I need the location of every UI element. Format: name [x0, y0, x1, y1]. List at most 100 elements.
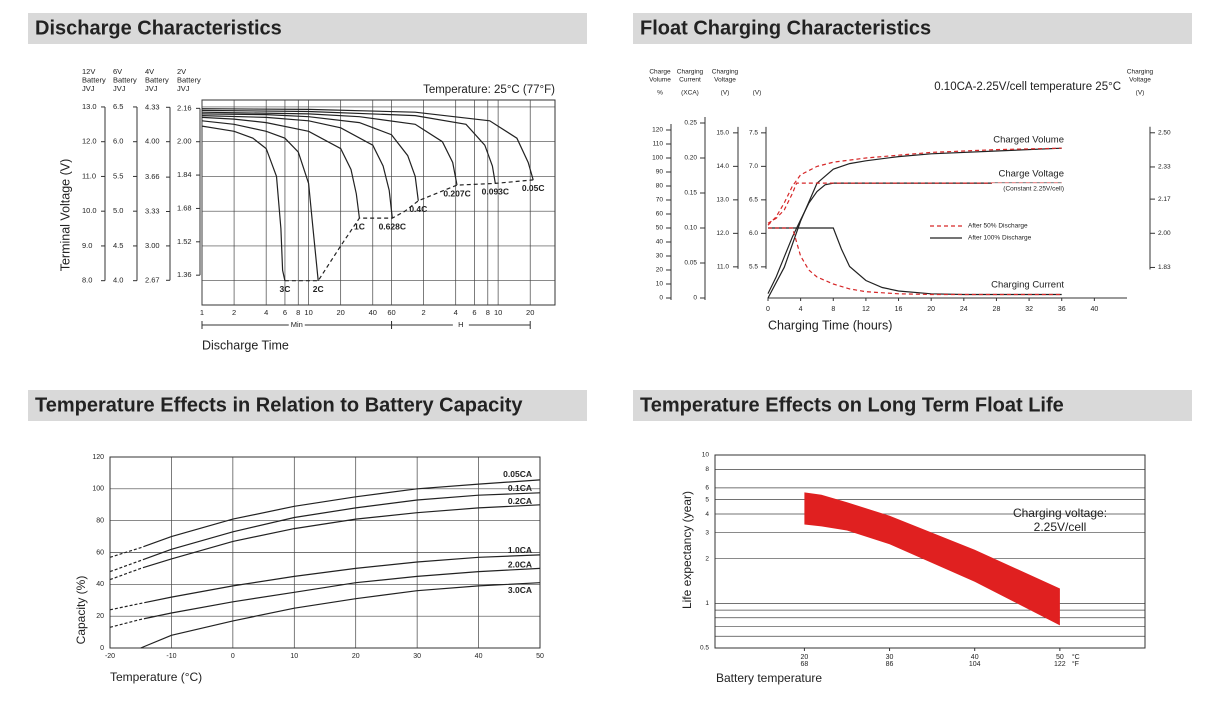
y-tick-label: 0.15 — [684, 190, 697, 197]
discharge-curve — [201, 125, 286, 281]
curve-label: Charged Volume — [993, 135, 1064, 146]
x-axis-title: Temperature (°C) — [110, 670, 202, 684]
y-axis-title: Life expectancy (year) — [680, 491, 694, 609]
x-tick-label: 16 — [895, 306, 903, 313]
x-tick-label: 28 — [993, 306, 1001, 313]
y-axis-header: JVJ — [177, 84, 190, 93]
x-tick-label: 2 — [422, 308, 426, 317]
y-tick-label: 1.84 — [177, 170, 192, 179]
y-tick-label: 3.33 — [145, 206, 160, 215]
x-tick-label: 20 — [801, 654, 809, 661]
y-axis-header: 4V — [145, 67, 154, 76]
x-tick-label: 4 — [799, 306, 803, 313]
y-tick-label: 20 — [96, 613, 104, 620]
curve-label: 1C — [354, 221, 365, 231]
discharge-curve — [201, 108, 534, 181]
section-title: Discharge Characteristics — [35, 17, 282, 39]
annotation: 0.10CA-2.25V/cell temperature 25°C — [934, 81, 1121, 93]
x-tick-label: 40 — [1090, 306, 1098, 313]
legend-label: After 50% Discharge — [968, 223, 1028, 230]
x-tick-label: 10 — [290, 653, 298, 660]
curve-label: 2C — [313, 284, 324, 294]
y-tick-label: 0.05 — [684, 260, 697, 267]
y-axis-header: Volume — [649, 77, 671, 84]
y-tick-label: 120 — [92, 454, 104, 461]
y-tick-label: 110 — [653, 141, 664, 148]
y-tick-label: 60 — [656, 211, 664, 218]
y-axis-header: % — [657, 90, 663, 97]
y-tick-label: 1.52 — [177, 237, 192, 246]
y-tick-label: 40 — [96, 581, 104, 588]
x-tick-label: 40 — [475, 653, 483, 660]
y-tick-label: 12.0 — [716, 230, 729, 237]
y-tick-label: 50 — [656, 225, 664, 232]
plot-frame — [714, 454, 1146, 649]
discharge-curve — [284, 179, 534, 282]
y-axis-title: Terminal Voltage (V) — [58, 159, 72, 272]
y-tick-label: 15.0 — [716, 130, 729, 137]
y-tick-label: 2.33 — [1158, 164, 1171, 171]
curve-label-bg — [992, 183, 1064, 195]
y-tick-label: 2.16 — [177, 103, 192, 112]
capacity-curve — [109, 492, 541, 573]
x-tick-label: 20 — [927, 306, 935, 313]
y-axis-header: Voltage — [714, 77, 736, 84]
x-tick-label: 40 — [971, 654, 979, 661]
y-tick-label: 2.00 — [1158, 230, 1171, 237]
curve-label: 0.207C — [443, 188, 470, 198]
y-axis-header: JVJ — [145, 84, 158, 93]
discharge-curve — [201, 120, 319, 281]
y-axis-header: Voltage — [1129, 77, 1151, 84]
y-axis-header: 12V — [82, 67, 95, 76]
y-tick-label: 40 — [656, 239, 664, 246]
y-tick-label: 14.0 — [716, 163, 729, 170]
y-axis-header: Charge — [649, 69, 671, 76]
y-tick-label: 100 — [652, 155, 663, 162]
y-tick-label: 12.0 — [82, 137, 97, 146]
curve-label: 0.1CA — [508, 483, 532, 493]
unit-label-bg — [452, 320, 469, 330]
y-tick-label: 2.17 — [1158, 196, 1171, 203]
curve-label: Charge Voltage — [999, 169, 1065, 180]
curve-label: 0.05C — [522, 183, 545, 193]
x-axis-title: Discharge Time — [202, 338, 289, 352]
life-band — [804, 492, 1060, 626]
charge-curve — [767, 182, 1062, 294]
y-tick-label: 11.0 — [82, 171, 96, 180]
y-tick-label: 10.0 — [82, 206, 97, 215]
y-tick-label: 6.0 — [113, 137, 123, 146]
y-axis-header: 2V — [177, 67, 186, 76]
y-tick-label: 70 — [656, 197, 664, 204]
charge-curve — [767, 147, 1062, 226]
x-tick-label-alt: 68 — [801, 661, 809, 668]
x-tick-label-alt: 86 — [886, 661, 894, 668]
x-tick-label-alt: 122 — [1054, 661, 1066, 668]
discharge-curve — [201, 109, 496, 184]
section-header-bar — [633, 13, 1192, 44]
y-axis-header: Battery — [82, 75, 106, 84]
y-tick-label: 0 — [100, 645, 104, 652]
curve-label-bg — [992, 279, 1064, 291]
section-header-bar — [28, 390, 587, 421]
annotation: Charging voltage: — [1013, 506, 1107, 520]
y-tick-label: 5.0 — [113, 206, 123, 215]
y-tick-label: 3 — [705, 529, 709, 536]
y-tick-label: 7.5 — [749, 130, 758, 137]
y-axis-title: Capacity (%) — [74, 576, 88, 645]
x-tick-label: 30 — [886, 654, 894, 661]
x-tick-label: 24 — [960, 306, 968, 313]
y-axis-header: (V) — [721, 90, 730, 97]
y-tick-label: 1.36 — [177, 270, 192, 279]
x-axis-title: Charging Time (hours) — [768, 318, 892, 332]
y-tick-label: 60 — [96, 549, 104, 556]
x-tick-label: -10 — [166, 653, 176, 660]
y-tick-label: 0 — [693, 295, 697, 302]
curve-label-bg — [992, 168, 1064, 180]
y-tick-label: 4.33 — [145, 102, 160, 111]
curve-label-bg — [992, 134, 1064, 146]
y-tick-label: 11.0 — [717, 264, 730, 271]
y-tick-label: 5.5 — [749, 264, 758, 271]
y-tick-label: 6.5 — [113, 102, 123, 111]
y-tick-label: 0.10 — [684, 225, 697, 232]
